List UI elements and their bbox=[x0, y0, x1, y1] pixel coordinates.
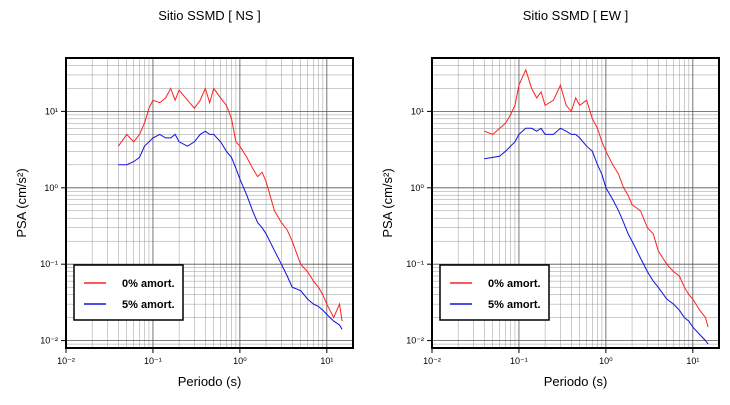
y-axis-label: PSA (cm/s²) bbox=[14, 168, 29, 237]
x-tick-label: 10¹ bbox=[686, 356, 699, 366]
x-tick-label: 10¹ bbox=[320, 356, 333, 366]
series-line bbox=[117, 86, 343, 322]
y-tick-label: 10⁻¹ bbox=[406, 259, 424, 269]
legend-box bbox=[73, 264, 184, 321]
y-tick-label: 10¹ bbox=[45, 106, 58, 116]
x-axis-label: Periodo (s) bbox=[544, 374, 608, 389]
y-tick-label: 10⁻² bbox=[406, 336, 424, 346]
y-tick-label: 10⁻² bbox=[40, 336, 58, 346]
plot-frame bbox=[65, 57, 354, 349]
x-tick-label: 10⁻¹ bbox=[144, 356, 162, 366]
x-tick-label: 10⁻² bbox=[423, 356, 441, 366]
x-tick-label: 10⁰ bbox=[599, 356, 613, 366]
x-tick-label: 10⁰ bbox=[233, 356, 247, 366]
y-tick-label: 10¹ bbox=[411, 106, 424, 116]
chart-title: Sitio SSMD [ EW ] bbox=[523, 8, 628, 23]
series-line bbox=[484, 127, 709, 345]
y-tick-label: 10⁰ bbox=[44, 183, 58, 193]
legend-label: 0% amort. bbox=[488, 278, 541, 290]
panel: Sitio SSMD [ NS ] Periodo (s) PSA (cm/s²) 1… bbox=[14, 8, 354, 389]
legend-box bbox=[439, 264, 550, 321]
chart-title: Sitio SSMD [ NS ] bbox=[158, 8, 261, 23]
series-line bbox=[118, 130, 343, 330]
x-axis-label: Periodo (s) bbox=[178, 374, 242, 389]
legend: 0% amort. 5% amort. bbox=[73, 264, 184, 321]
x-tick-label: 10⁻² bbox=[57, 356, 75, 366]
legend: 0% amort. 5% amort. bbox=[439, 264, 550, 321]
y-tick-label: 10⁰ bbox=[410, 183, 424, 193]
y-tick-label: 10⁻¹ bbox=[40, 259, 58, 269]
legend-label: 5% amort. bbox=[122, 299, 175, 311]
legend-label: 0% amort. bbox=[122, 278, 175, 290]
plot-frame bbox=[431, 57, 720, 349]
x-tick-label: 10⁻¹ bbox=[510, 356, 528, 366]
y-axis-label: PSA (cm/s²) bbox=[380, 168, 395, 237]
series-line bbox=[484, 68, 709, 328]
panel: Sitio SSMD [ EW ] Periodo (s) PSA (cm/s²) 1… bbox=[380, 8, 720, 389]
legend-label: 5% amort. bbox=[488, 299, 541, 311]
